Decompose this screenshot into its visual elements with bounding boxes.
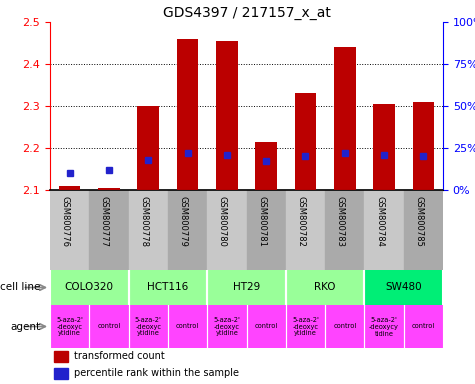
Bar xyxy=(286,305,325,348)
Bar xyxy=(54,351,67,362)
Bar xyxy=(129,270,207,305)
Bar xyxy=(168,190,207,270)
Bar xyxy=(168,305,207,348)
Text: 5-aza-2'
-deoxyc
ytidine: 5-aza-2' -deoxyc ytidine xyxy=(213,316,240,336)
Text: control: control xyxy=(97,323,121,329)
Text: COLO320: COLO320 xyxy=(65,283,114,293)
Text: control: control xyxy=(412,323,435,329)
Text: GSM800780: GSM800780 xyxy=(218,195,227,247)
Text: cell line: cell line xyxy=(0,283,40,293)
Bar xyxy=(129,305,168,348)
Bar xyxy=(256,142,277,190)
Text: control: control xyxy=(333,323,356,329)
Bar xyxy=(59,186,80,190)
Bar xyxy=(98,188,120,190)
Bar xyxy=(413,102,434,190)
Text: GSM800784: GSM800784 xyxy=(375,195,384,247)
Bar xyxy=(247,190,286,270)
Bar xyxy=(286,270,364,305)
Text: 5-aza-2'
-deoxyc
ytidine: 5-aza-2' -deoxyc ytidine xyxy=(292,316,319,336)
Bar xyxy=(50,305,89,348)
Bar xyxy=(364,305,404,348)
Bar xyxy=(404,190,443,270)
Text: agent: agent xyxy=(10,321,40,331)
Bar xyxy=(364,270,443,305)
Text: GSM800777: GSM800777 xyxy=(100,195,109,247)
Bar xyxy=(207,190,247,270)
Text: HT29: HT29 xyxy=(233,283,260,293)
Bar xyxy=(325,190,364,270)
Text: GSM800781: GSM800781 xyxy=(257,195,266,247)
Bar xyxy=(129,190,168,270)
Text: 5-aza-2'
-deoxyc
ytidine: 5-aza-2' -deoxyc ytidine xyxy=(135,316,162,336)
Text: GSM800778: GSM800778 xyxy=(139,195,148,247)
Text: GSM800776: GSM800776 xyxy=(61,195,70,247)
Bar xyxy=(207,305,247,348)
Text: RKO: RKO xyxy=(314,283,336,293)
Bar xyxy=(286,190,325,270)
Bar xyxy=(177,39,199,190)
Bar xyxy=(89,305,129,348)
Text: GSM800785: GSM800785 xyxy=(414,195,423,247)
Bar xyxy=(50,190,89,270)
Text: GSM800779: GSM800779 xyxy=(179,195,188,247)
Bar xyxy=(54,368,67,379)
Bar xyxy=(89,190,129,270)
Bar xyxy=(364,190,404,270)
Text: transformed count: transformed count xyxy=(74,351,164,361)
Bar xyxy=(294,93,316,190)
Text: control: control xyxy=(255,323,278,329)
Bar xyxy=(373,104,395,190)
Text: 5-aza-2'
-deoxyc
ytidine: 5-aza-2' -deoxyc ytidine xyxy=(56,316,83,336)
Text: control: control xyxy=(176,323,199,329)
Bar xyxy=(207,270,286,305)
Bar xyxy=(325,305,364,348)
Bar xyxy=(137,106,159,190)
Text: GSM800782: GSM800782 xyxy=(296,195,305,247)
Text: 5-aza-2'
-deoxycy
tidine: 5-aza-2' -deoxycy tidine xyxy=(369,316,399,336)
Bar xyxy=(216,41,238,190)
Bar xyxy=(50,270,129,305)
Bar xyxy=(247,305,286,348)
Text: SW480: SW480 xyxy=(385,283,422,293)
Bar xyxy=(334,47,356,190)
Text: percentile rank within the sample: percentile rank within the sample xyxy=(74,368,238,378)
Bar xyxy=(404,305,443,348)
Text: HCT116: HCT116 xyxy=(147,283,189,293)
Text: GSM800783: GSM800783 xyxy=(336,195,345,247)
Title: GDS4397 / 217157_x_at: GDS4397 / 217157_x_at xyxy=(162,6,331,20)
